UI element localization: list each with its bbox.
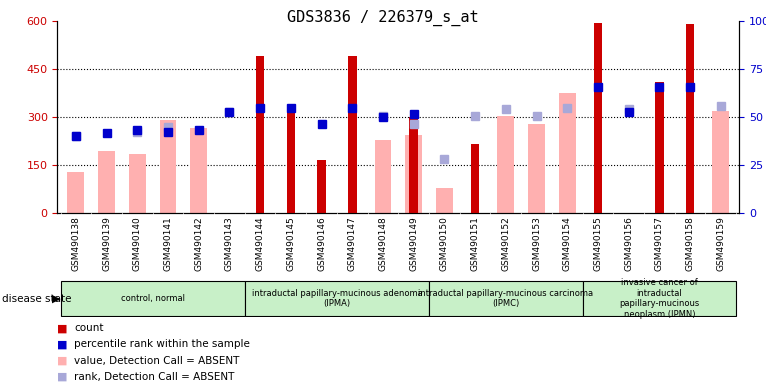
Text: GSM490152: GSM490152 xyxy=(501,217,510,271)
Text: invasive cancer of
intraductal
papillary-mucinous
neoplasm (IPMN): invasive cancer of intraductal papillary… xyxy=(619,278,699,319)
Text: GSM490139: GSM490139 xyxy=(102,217,111,271)
Text: GSM490141: GSM490141 xyxy=(163,217,172,271)
Bar xyxy=(245,281,429,316)
Bar xyxy=(409,117,418,213)
Text: GSM490144: GSM490144 xyxy=(256,217,264,271)
Bar xyxy=(583,281,736,316)
Bar xyxy=(471,144,480,213)
Text: ■: ■ xyxy=(57,372,68,382)
Text: GSM490156: GSM490156 xyxy=(624,217,633,271)
Text: ▶: ▶ xyxy=(52,293,61,304)
Text: rank, Detection Call = ABSENT: rank, Detection Call = ABSENT xyxy=(74,372,234,382)
Bar xyxy=(429,281,583,316)
Text: GSM490148: GSM490148 xyxy=(378,217,388,271)
Text: disease state: disease state xyxy=(2,293,71,304)
Bar xyxy=(61,281,245,316)
Text: GSM490146: GSM490146 xyxy=(317,217,326,271)
Bar xyxy=(497,116,514,213)
Text: percentile rank within the sample: percentile rank within the sample xyxy=(74,339,250,349)
Bar xyxy=(405,135,422,213)
Text: ■: ■ xyxy=(57,339,68,349)
Text: ■: ■ xyxy=(57,323,68,333)
Text: GDS3836 / 226379_s_at: GDS3836 / 226379_s_at xyxy=(287,10,479,26)
Bar xyxy=(712,111,729,213)
Bar xyxy=(286,108,295,213)
Text: GSM490142: GSM490142 xyxy=(195,217,203,271)
Text: intraductal papillary-mucinous carcinoma
(IPMC): intraductal papillary-mucinous carcinoma… xyxy=(418,289,594,308)
Text: control, normal: control, normal xyxy=(121,294,185,303)
Text: GSM490138: GSM490138 xyxy=(71,217,80,271)
Bar xyxy=(256,56,264,213)
Bar xyxy=(159,120,176,213)
Bar xyxy=(686,24,694,213)
Text: GSM490147: GSM490147 xyxy=(348,217,357,271)
Text: GSM490145: GSM490145 xyxy=(286,217,296,271)
Text: intraductal papillary-mucinous adenoma
(IPMA): intraductal papillary-mucinous adenoma (… xyxy=(251,289,422,308)
Text: GSM490143: GSM490143 xyxy=(225,217,234,271)
Text: GSM490150: GSM490150 xyxy=(440,217,449,271)
Bar xyxy=(190,128,207,213)
Text: ■: ■ xyxy=(57,356,68,366)
Text: GSM490151: GSM490151 xyxy=(470,217,480,271)
Bar xyxy=(98,151,115,213)
Bar xyxy=(436,187,453,213)
Bar xyxy=(67,172,84,213)
Bar xyxy=(558,93,576,213)
Bar xyxy=(594,23,602,213)
Bar xyxy=(528,124,545,213)
Bar xyxy=(348,56,356,213)
Text: GSM490140: GSM490140 xyxy=(133,217,142,271)
Text: GSM490149: GSM490149 xyxy=(409,217,418,271)
Text: GSM490153: GSM490153 xyxy=(532,217,541,271)
Text: value, Detection Call = ABSENT: value, Detection Call = ABSENT xyxy=(74,356,240,366)
Bar xyxy=(129,154,146,213)
Bar xyxy=(655,82,663,213)
Text: GSM490154: GSM490154 xyxy=(563,217,571,271)
Bar xyxy=(317,161,326,213)
Text: GSM490158: GSM490158 xyxy=(686,217,695,271)
Text: GSM490155: GSM490155 xyxy=(594,217,602,271)
Text: GSM490159: GSM490159 xyxy=(716,217,725,271)
Text: count: count xyxy=(74,323,104,333)
Bar xyxy=(375,139,391,213)
Text: GSM490157: GSM490157 xyxy=(655,217,664,271)
